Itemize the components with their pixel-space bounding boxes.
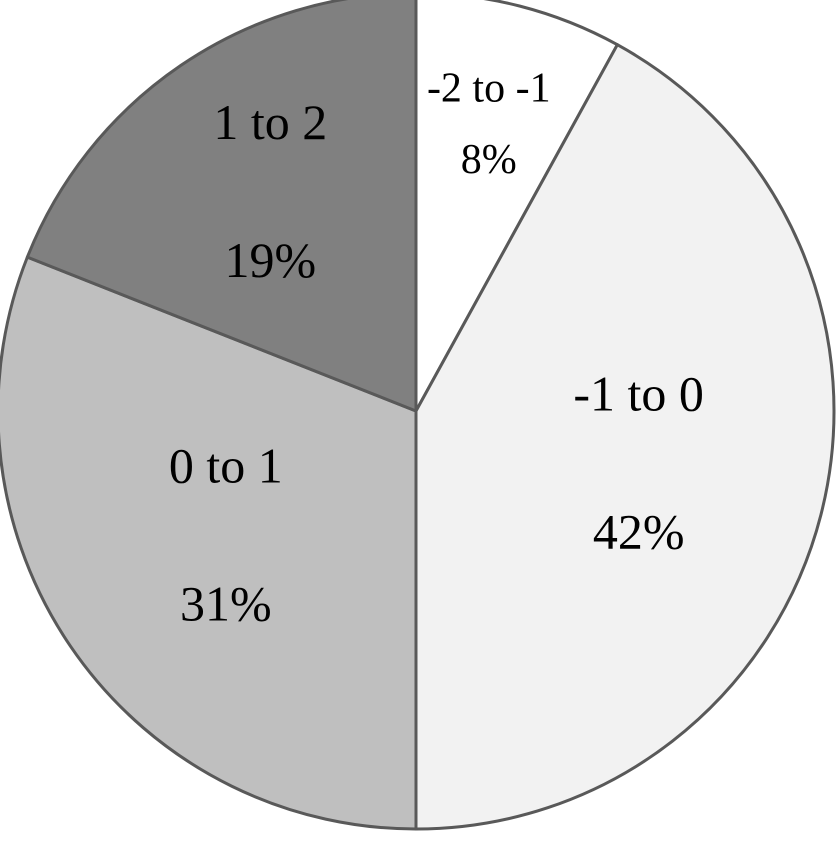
slice-percent-label: 31% — [180, 576, 272, 632]
slice-percent-label: 8% — [461, 137, 517, 183]
pie-slice-1 — [414, 0, 619, 413]
slice-percent-label: 42% — [593, 504, 685, 560]
pie-slices — [0, 0, 836, 831]
pie-labels: -2 to -1 8% -1 to 0 42% 0 to 1 31% 1 to 2 19% — [169, 66, 704, 632]
pie-slice-4 — [25, 0, 418, 413]
slice-category-label: 0 to 1 — [169, 438, 283, 494]
slice-category-label: -2 to -1 — [427, 66, 551, 112]
slice-percent-label: 19% — [225, 232, 317, 288]
pie-slice-2 — [414, 43, 836, 831]
pie-slice-3 — [0, 255, 418, 831]
slice-category-label: 1 to 2 — [213, 94, 327, 150]
slice-category-label: -1 to 0 — [573, 366, 704, 422]
